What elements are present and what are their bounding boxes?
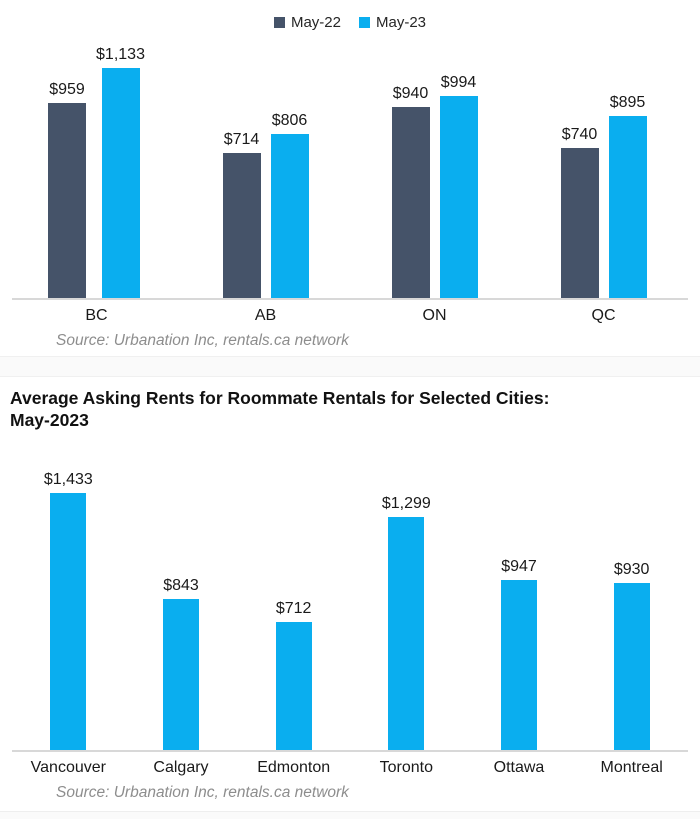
bar-item: $895 <box>608 94 647 298</box>
bar-may-23-montreal <box>613 583 650 750</box>
category-axis-bottom: Vancouver Calgary Edmonton Toronto Ottawa Mon… <box>12 752 688 778</box>
bar-item: $994 <box>439 74 478 298</box>
bar-value-label: $895 <box>609 94 646 111</box>
bar-item: $1,433 <box>44 471 93 750</box>
bar-value-label: $947 <box>501 558 537 575</box>
category-label-edmonton: Edmonton <box>257 759 331 776</box>
bar-item: $930 <box>613 561 650 750</box>
bar-item: $959 <box>48 81 87 298</box>
provincial-rent-comparison-chart: May-22 May-23 $959 $1,133 $714 $806 $940 $994 $… <box>0 0 700 352</box>
bar-item: $1,133 <box>96 46 145 298</box>
bar-group-ottawa: $947 <box>463 558 576 750</box>
bar-value-label: $714 <box>223 131 260 148</box>
bar-may-22-on <box>391 107 430 298</box>
bar-may-23-bc <box>101 68 140 298</box>
bar-may-23-toronto <box>388 517 425 750</box>
source-note-bottom: Source: Urbanation Inc, rentals.ca netwo… <box>56 784 349 801</box>
bar-group-montreal: $930 <box>575 561 688 750</box>
bar-value-label: $1,133 <box>96 46 145 63</box>
bar-group-calgary: $843 <box>125 577 238 750</box>
bar-value-label: $806 <box>271 112 308 129</box>
bar-item: $1,299 <box>382 495 431 750</box>
bar-item: $712 <box>275 600 312 750</box>
chart-title-line-2: May-2023 <box>10 410 89 430</box>
plot-area-top: $959 $1,133 $714 $806 $940 $994 $740 $895 <box>12 32 688 300</box>
category-label-ab: AB <box>254 307 277 324</box>
bar-may-22-ab <box>222 153 261 298</box>
category-label-bc: BC <box>85 307 108 324</box>
legend-item-may-22: May-22 <box>273 13 341 31</box>
bar-item: $714 <box>222 131 261 298</box>
bar-group-toronto: $1,299 <box>350 495 463 750</box>
legend-swatch-icon <box>359 16 370 28</box>
category-label-on: ON <box>422 307 447 324</box>
bar-may-23-on <box>439 96 478 298</box>
legend-item-may-23: May-23 <box>359 14 426 31</box>
category-axis-top: BC AB ON QC <box>12 300 688 326</box>
bar-group-vancouver: $1,433 <box>12 471 125 750</box>
bar-may-22-qc <box>560 148 599 298</box>
bar-may-22-bc <box>48 103 87 298</box>
chart-title-line-1: Average Asking Rents for Roommate Rental… <box>10 388 550 408</box>
bar-group-on: $940 $994 <box>350 74 519 298</box>
bar-item: $940 <box>391 85 430 298</box>
legend: May-22 May-23 <box>0 12 700 32</box>
legend-swatch-icon <box>273 16 285 28</box>
category-label-calgary: Calgary <box>153 759 209 776</box>
source-note-top: Source: Urbanation Inc, rentals.ca netwo… <box>56 332 349 349</box>
category-label-qc: QC <box>591 307 616 324</box>
bar-group-ab: $714 $806 <box>181 112 350 298</box>
legend-label: May-23 <box>376 13 427 31</box>
bar-value-label: $1,433 <box>43 471 93 488</box>
category-label-vancouver: Vancouver <box>30 759 106 776</box>
roommate-rents-chart: Average Asking Rents for Roommate Rental… <box>0 387 700 804</box>
bar-group-qc: $740 $895 <box>519 94 688 298</box>
bar-group-edmonton: $712 <box>237 600 350 750</box>
bar-value-label: $930 <box>613 561 650 578</box>
bar-may-23-ottawa <box>500 580 537 750</box>
bar-may-23-qc <box>608 116 647 298</box>
legend-label: May-22 <box>290 13 341 31</box>
category-label-ottawa: Ottawa <box>493 759 545 776</box>
bar-value-label: $959 <box>49 81 85 98</box>
bar-item: $947 <box>500 558 537 750</box>
bar-value-label: $994 <box>440 74 477 91</box>
bar-value-label: $940 <box>392 85 429 102</box>
bar-group-bc: $959 $1,133 <box>12 46 181 298</box>
bar-may-23-ab <box>270 134 309 298</box>
bar-may-23-calgary <box>162 599 199 750</box>
bar-value-label: $712 <box>275 600 312 617</box>
category-label-toronto: Toronto <box>379 759 433 776</box>
plot-area-bottom: $1,433 $843 $712 $1,299 $947 $930 <box>12 431 688 752</box>
bar-value-label: $740 <box>561 126 598 143</box>
bottom-band <box>0 811 700 819</box>
category-label-montreal: Montreal <box>600 759 663 776</box>
bar-may-23-edmonton <box>275 622 312 750</box>
bar-value-label: $843 <box>163 577 199 594</box>
chart-title: Average Asking Rents for Roommate Rental… <box>10 387 700 431</box>
bar-may-23-vancouver <box>50 493 87 750</box>
separator-band <box>0 356 700 377</box>
bar-item: $843 <box>162 577 199 750</box>
bar-item: $740 <box>560 126 599 298</box>
bar-item: $806 <box>270 112 309 298</box>
bar-value-label: $1,299 <box>381 495 431 512</box>
